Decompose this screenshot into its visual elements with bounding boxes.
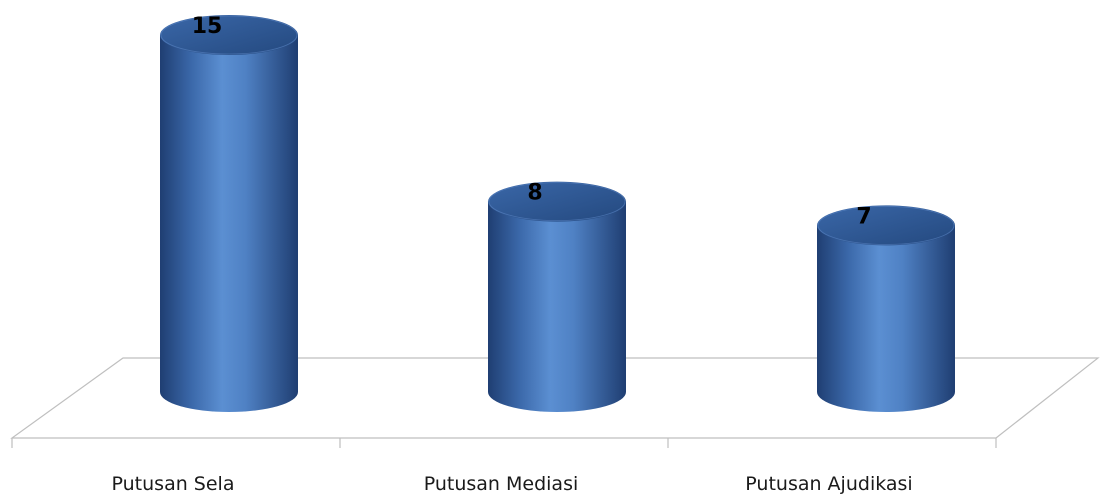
data-label: 8	[527, 181, 542, 206]
category-label: Putusan Ajudikasi	[745, 473, 912, 495]
bar-top	[160, 15, 298, 55]
bar-top	[817, 205, 955, 246]
category-label: Putusan Sela	[112, 473, 235, 495]
bar-putusan-sela	[160, 15, 298, 412]
bar-body	[160, 35, 298, 412]
bar-top	[488, 181, 626, 222]
data-label: 7	[856, 204, 871, 229]
category-labels: Putusan Sela Putusan Mediasi Putusan Ajudi…	[112, 473, 913, 495]
bar-top-rim	[817, 205, 955, 245]
bar-top-rim	[160, 15, 298, 55]
bar-top-rim	[488, 182, 626, 222]
chart-floor	[10, 357, 1100, 448]
bar-body	[488, 201, 626, 412]
category-label: Putusan Mediasi	[424, 473, 579, 495]
bar-body	[817, 225, 955, 412]
bar-putusan-ajudikasi	[817, 205, 955, 412]
bar-putusan-mediasi	[488, 181, 626, 412]
chart-bars	[160, 15, 955, 412]
data-label: 15	[192, 14, 223, 39]
